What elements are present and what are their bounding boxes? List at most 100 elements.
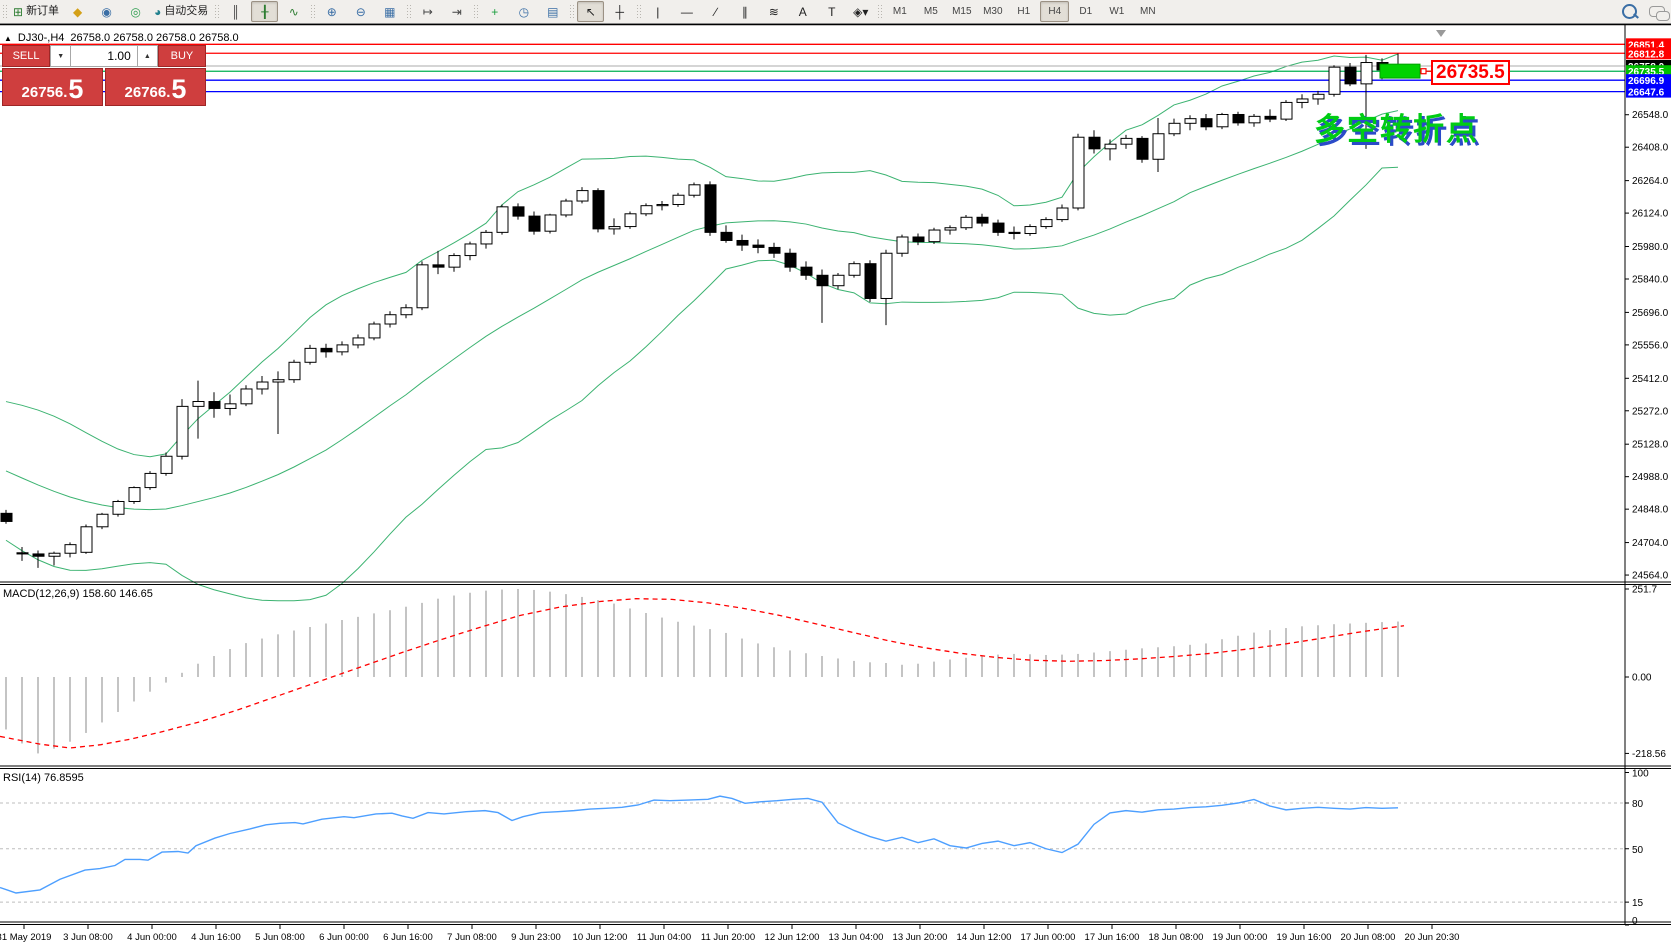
trendline-button[interactable]: ∕	[702, 1, 729, 22]
zoom-out-button[interactable]: ⊖	[347, 1, 374, 22]
timeframe-m1-button[interactable]: M1	[892, 5, 907, 17]
svg-text:24848.0: 24848.0	[1632, 505, 1669, 516]
bar-chart-icon: ║	[231, 4, 241, 19]
main-toolbar: ⊞ 新订单 ◆ ◉ ◎ ◕ 自动交易 ║ ╂ ∿ ⊕ ⊖ ▦ ↦ ⇥ + ◷ ▤ ↖ ┼ | — ∕ ∥ ≋ A T ◈▾ M1 M5 M1…	[0, 0, 1671, 24]
line-chart-icon: ∿	[288, 4, 299, 19]
time-axis-label: 7 Jun 08:00	[447, 932, 497, 943]
chart-shift-button[interactable]: ⇥	[443, 1, 470, 22]
sell-button[interactable]: SELL	[2, 45, 51, 67]
timeframe-h1-button[interactable]: H1	[1017, 5, 1031, 17]
svg-text:0.00: 0.00	[1632, 673, 1652, 684]
svg-text:26812.8: 26812.8	[1628, 49, 1665, 60]
equidistant-channel-button[interactable]: ∥	[731, 1, 758, 22]
time-axis-label: 13 Jun 20:00	[893, 932, 948, 943]
text-button[interactable]: A	[789, 1, 816, 22]
new-order-label: 新订单	[26, 5, 60, 17]
buy-button[interactable]: BUY	[157, 45, 206, 67]
svg-text:24704.0: 24704.0	[1632, 538, 1669, 549]
text-label-button[interactable]: T	[818, 1, 845, 22]
highlight-rectangle-object[interactable]	[1379, 63, 1421, 79]
time-axis-label: 6 Jun 00:00	[319, 932, 369, 943]
templates-button[interactable]: ▤	[539, 1, 566, 22]
volume-increase-button[interactable]: ▲	[136, 45, 158, 67]
cursor-button[interactable]: ↖	[577, 1, 605, 22]
timeframe-m30-button[interactable]: M30	[983, 5, 1003, 17]
svg-text:26408.0: 26408.0	[1632, 143, 1669, 154]
time-axis-label: 13 Jun 04:00	[829, 932, 884, 943]
chinese-annotation-text[interactable]: 多空转折点	[1314, 112, 1479, 147]
auto-trading-icon: ◕	[154, 4, 162, 19]
volume-input[interactable]: 1.00	[71, 45, 137, 67]
auto-scroll-button[interactable]: ↦	[414, 1, 441, 22]
svg-text:25412.0: 25412.0	[1632, 374, 1669, 385]
time-axis-label: 18 Jun 08:00	[1149, 932, 1204, 943]
periods-icon: ◷	[518, 4, 530, 19]
tile-windows-button[interactable]: ▦	[376, 1, 403, 22]
svg-text:25980.0: 25980.0	[1632, 242, 1669, 253]
trendline-icon: ∕	[714, 4, 717, 19]
shapes-button[interactable]: ◈▾	[847, 1, 874, 22]
timeframe-m5-button[interactable]: M5	[923, 5, 938, 17]
svg-text:80: 80	[1632, 799, 1644, 810]
volume-decrease-button[interactable]: ▼	[50, 45, 72, 67]
line-chart-button[interactable]: ∿	[280, 1, 307, 22]
periods-button[interactable]: ◷	[510, 1, 537, 22]
search-icon[interactable]	[1622, 4, 1637, 19]
time-axis-label: 17 Jun 00:00	[1021, 932, 1076, 943]
horizontal-line-button[interactable]: —	[673, 1, 700, 22]
time-axis-label: 4 Jun 00:00	[127, 932, 177, 943]
price-axis: 26548.0 26408.0 26264.0 26124.0 25980.0 25840…	[1624, 25, 1671, 927]
toolbar-grip	[214, 3, 220, 20]
timeframe-w1-button[interactable]: W1	[1109, 5, 1125, 17]
timeframe-d1-button[interactable]: D1	[1079, 5, 1093, 17]
svg-text:25556.0: 25556.0	[1632, 340, 1669, 351]
crosshair-icon: ┼	[615, 4, 625, 19]
time-axis-label: 12 Jun 12:00	[765, 932, 820, 943]
bar-chart-button[interactable]: ║	[222, 1, 249, 22]
toolbar-grip	[406, 3, 412, 20]
new-order-button[interactable]: ⊞ 新订单	[10, 1, 62, 22]
tile-windows-icon: ▦	[384, 4, 396, 19]
signal-button[interactable]: ◎	[122, 1, 149, 22]
svg-text:50: 50	[1632, 845, 1644, 856]
candlestick-chart-icon: ╂	[261, 4, 269, 19]
buy-price[interactable]: 26766. 5	[105, 68, 206, 106]
crosshair-button[interactable]: ┼	[606, 1, 633, 22]
timeframe-h4-button[interactable]: H4	[1040, 1, 1070, 22]
zoom-out-icon: ⊖	[355, 4, 366, 19]
time-axis-label: 17 Jun 16:00	[1085, 932, 1140, 943]
time-axis-label: 4 Jun 16:00	[191, 932, 241, 943]
svg-text:25840.0: 25840.0	[1632, 274, 1669, 285]
timeframe-mn-button[interactable]: MN	[1140, 5, 1156, 17]
profile-icon: ◉	[101, 4, 112, 19]
fibonacci-button[interactable]: ≋	[760, 1, 787, 22]
time-axis-label: 10 Jun 12:00	[573, 932, 628, 943]
symbol-period-label: DJ30-,H4	[17, 32, 65, 44]
indicators-list-button[interactable]: +	[481, 1, 508, 22]
timeframe-m15-button[interactable]: M15	[952, 5, 972, 17]
svg-text:26548.0: 26548.0	[1632, 110, 1669, 121]
sell-price[interactable]: 26756. 5	[2, 68, 103, 106]
chart-plot[interactable]: MACD(12,26,9) 158.60 146.65 RSI(14) 76.85…	[0, 24, 1671, 949]
toolbar-grip	[877, 3, 883, 20]
candlestick-series	[0, 53, 1405, 568]
candlestick-chart-button[interactable]: ╂	[251, 1, 279, 22]
vertical-line-button[interactable]: |	[644, 1, 671, 22]
toolbar-grip	[310, 3, 316, 20]
auto-trading-button[interactable]: ◕ 自动交易	[151, 1, 211, 22]
svg-text:24564.0: 24564.0	[1632, 571, 1669, 582]
rsi-label: RSI(14) 76.8595	[3, 772, 84, 784]
chart-shift-marker[interactable]	[1436, 30, 1446, 37]
gold-bar-button[interactable]: ◆	[64, 1, 91, 22]
zoom-in-button[interactable]: ⊕	[318, 1, 345, 22]
time-axis-label: 5 Jun 08:00	[255, 932, 305, 943]
cursor-icon: ↖	[585, 4, 596, 19]
svg-text:25272.0: 25272.0	[1632, 406, 1669, 417]
chat-icon[interactable]	[1649, 6, 1670, 21]
price-callout-label[interactable]: 26735.5	[1431, 60, 1510, 85]
horizontal-line-icon: —	[680, 4, 693, 19]
svg-text:0: 0	[1632, 916, 1638, 927]
profile-button[interactable]: ◉	[93, 1, 120, 22]
svg-text:15: 15	[1632, 898, 1644, 909]
collapse-icon[interactable]: ▲	[4, 33, 12, 43]
